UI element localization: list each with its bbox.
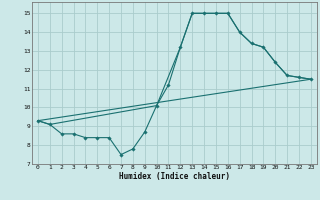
X-axis label: Humidex (Indice chaleur): Humidex (Indice chaleur): [119, 172, 230, 181]
